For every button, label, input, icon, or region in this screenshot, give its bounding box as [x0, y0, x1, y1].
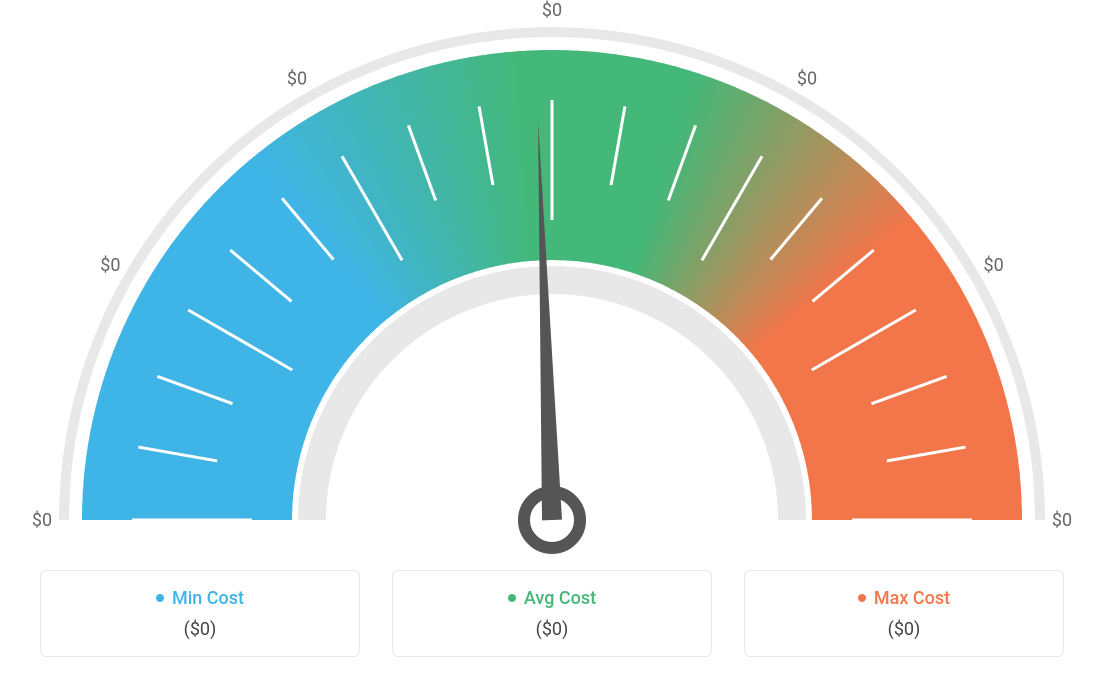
- legend-box-avg: Avg Cost ($0): [392, 570, 712, 657]
- dot-icon: [858, 594, 866, 602]
- gauge-svg: $0 $0 $0 $0 $0 $0 $0: [0, 0, 1104, 560]
- tick-label: $0: [1052, 510, 1072, 531]
- dot-icon: [156, 594, 164, 602]
- legend-row: Min Cost ($0) Avg Cost ($0) Max Cost ($0…: [0, 570, 1104, 657]
- legend-box-max: Max Cost ($0): [744, 570, 1064, 657]
- legend-box-min: Min Cost ($0): [40, 570, 360, 657]
- legend-label-avg: Avg Cost: [508, 588, 596, 609]
- tick-label: $0: [287, 68, 307, 89]
- dot-icon: [508, 594, 516, 602]
- tick-label: $0: [984, 255, 1004, 276]
- tick-label: $0: [32, 510, 52, 531]
- tick-label: $0: [797, 68, 817, 89]
- legend-label-text: Avg Cost: [524, 588, 596, 609]
- legend-value-min: ($0): [61, 619, 339, 640]
- legend-value-max: ($0): [765, 619, 1043, 640]
- tick-label: $0: [100, 255, 120, 276]
- legend-label-text: Min Cost: [172, 588, 244, 609]
- legend-value-avg: ($0): [413, 619, 691, 640]
- legend-label-text: Max Cost: [874, 588, 950, 609]
- legend-label-min: Min Cost: [156, 588, 244, 609]
- legend-label-max: Max Cost: [858, 588, 950, 609]
- gauge-chart: $0 $0 $0 $0 $0 $0 $0: [0, 0, 1104, 560]
- tick-label: $0: [542, 0, 562, 21]
